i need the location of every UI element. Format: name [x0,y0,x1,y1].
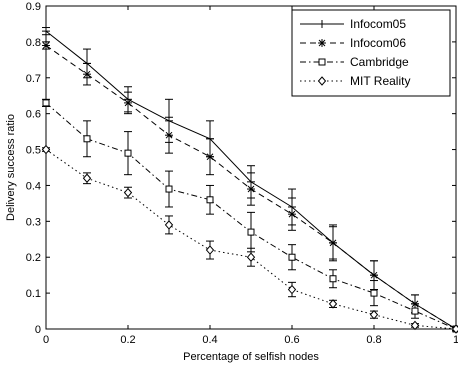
marker-stroke [165,131,173,139]
data-point [247,185,255,194]
data-point [124,98,132,107]
marker-stroke [124,99,132,107]
x-tick-label: 0.6 [284,334,299,346]
y-tick-label: 0.8 [26,37,41,49]
marker-stroke [42,42,50,49]
y-tick-label: 0.7 [26,73,41,85]
data-point [370,289,378,297]
data-point [370,271,378,280]
y-tick-label: 0.4 [26,180,41,192]
series-cambridge [42,98,458,333]
data-point [451,324,458,334]
legend-marker [318,39,326,47]
legend-entry: MIT Reality [300,74,410,88]
marker-stroke [329,239,337,247]
data-point [288,253,296,261]
series-layer [41,27,458,334]
data-point [42,41,50,50]
x-tick-label: 0.2 [120,334,135,346]
data-point [369,309,379,320]
marker-stroke [206,153,214,161]
data-point [206,152,214,161]
data-point [83,70,91,79]
data-point [165,185,173,193]
data-point [246,252,256,262]
x-tick-label: 1 [453,334,458,346]
x-tick-label: 0.8 [366,334,381,346]
data-point [329,275,337,283]
legend-label: Cambridge [350,55,409,69]
legend-marker [318,20,326,28]
y-axis-title: Delivery success ratio [5,114,17,221]
y-axis: 0 0.1 0.2 0.3 0.4 0.5 0.6 0.7 0.8 0.9 [26,1,456,336]
data-point [42,27,50,36]
data-point [287,284,297,295]
y-tick-label: 0.9 [26,1,41,13]
y-tick-label: 0.6 [26,109,41,121]
data-point [123,187,133,198]
data-point [42,99,50,107]
legend: Infocom05 Infocom06 Cambridge MIT Reality [291,9,451,97]
marker-stroke [247,185,255,193]
marker-stroke [318,39,326,47]
data-point [83,135,91,143]
legend-entry: Infocom06 [300,36,406,50]
legend-entry: Cambridge [300,55,409,69]
data-point [164,220,174,230]
data-point [328,299,338,309]
data-point [41,144,51,155]
marker-stroke [83,70,91,78]
data-point [410,320,420,331]
legend-marker [318,58,326,66]
data-point [247,228,255,236]
marker-stroke [288,210,296,218]
y-tick-label: 0.3 [26,216,41,228]
data-point [165,131,173,140]
data-point [329,238,337,247]
legend-label: MIT Reality [350,74,410,88]
data-point [288,210,296,219]
legend-label: Infocom05 [350,17,406,31]
data-point [124,149,132,157]
legend-entry: Infocom05 [300,17,406,31]
y-tick-label: 0.1 [26,288,41,300]
data-point [206,196,214,204]
x-tick-label: 0.4 [202,334,217,346]
y-tick-label: 0.5 [26,145,41,157]
legend-marker [317,76,327,86]
data-point [205,245,215,255]
x-axis-title: Percentage of selfish nodes [183,351,319,363]
legend-label: Infocom06 [350,36,406,50]
x-axis: 0 0.2 0.4 0.6 0.8 1 [43,6,458,346]
data-point [411,307,419,315]
y-tick-label: 0 [35,324,41,336]
marker-stroke [370,271,378,279]
x-tick-label: 0 [43,334,49,346]
series-mit-reality [41,144,458,334]
data-point [82,173,92,184]
y-tick-label: 0.2 [26,252,41,264]
